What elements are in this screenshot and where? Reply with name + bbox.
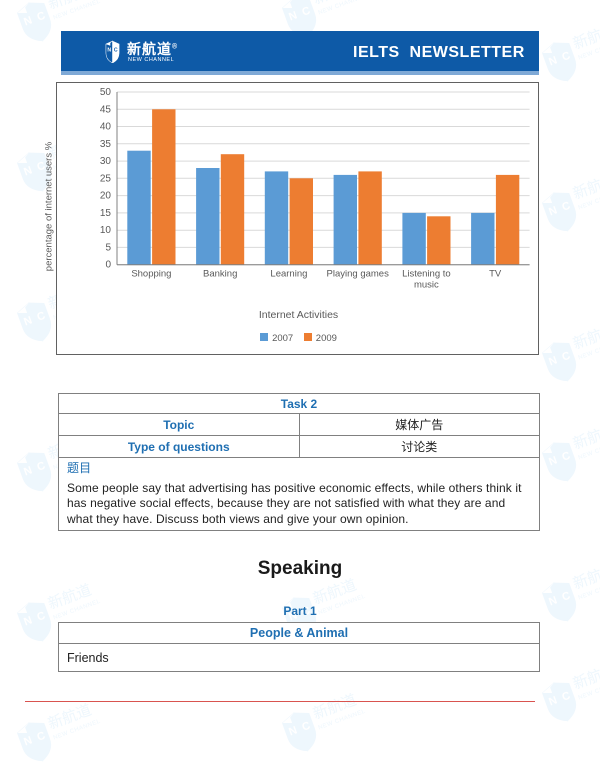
svg-text:Banking: Banking [203, 269, 237, 280]
svg-text:50: 50 [100, 87, 112, 98]
svg-text:Learning: Learning [270, 269, 307, 280]
svg-text:0: 0 [105, 260, 111, 271]
svg-text:25: 25 [100, 173, 112, 184]
svg-text:C: C [114, 48, 118, 54]
svg-text:Shopping: Shopping [131, 269, 171, 280]
svg-text:30: 30 [100, 156, 112, 167]
svg-text:40: 40 [100, 122, 112, 133]
svg-text:45: 45 [100, 104, 112, 115]
svg-text:Playing games: Playing games [327, 269, 390, 280]
svg-text:music: music [414, 280, 439, 291]
svg-text:35: 35 [100, 139, 112, 150]
svg-text:20: 20 [100, 191, 112, 202]
svg-text:TV: TV [489, 269, 502, 280]
svg-text:10: 10 [100, 225, 112, 236]
svg-text:N: N [107, 48, 111, 54]
svg-text:5: 5 [105, 242, 111, 253]
svg-text:Listening to: Listening to [402, 269, 451, 280]
svg-text:15: 15 [100, 208, 112, 219]
